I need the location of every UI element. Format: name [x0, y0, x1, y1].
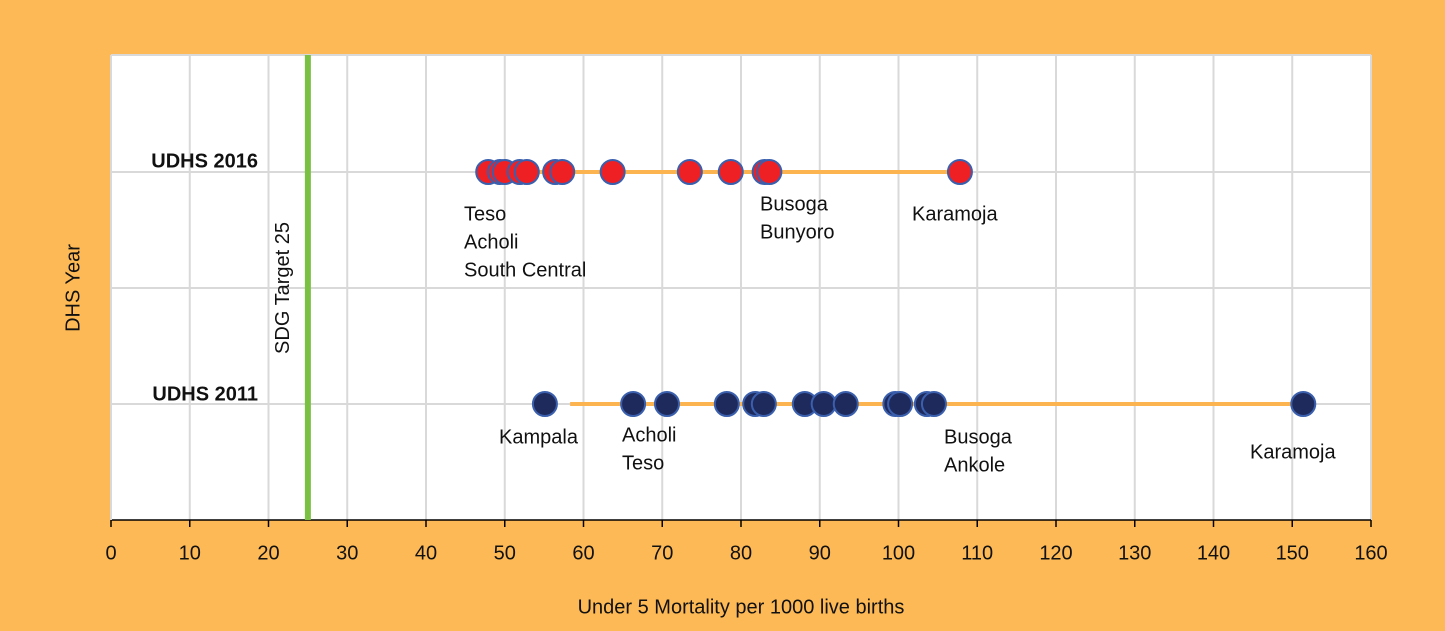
annotation: Acholi	[464, 231, 518, 253]
dot	[676, 159, 703, 185]
x-axis-title: Under 5 Mortality per 1000 live births	[578, 596, 905, 618]
annotation: Teso	[464, 203, 506, 225]
category-label: UDHS 2011	[152, 383, 258, 405]
x-tick-label: 60	[572, 542, 594, 564]
annotation: Ankole	[944, 454, 1005, 476]
dot	[887, 391, 914, 417]
dot	[513, 159, 540, 185]
dot	[920, 391, 947, 417]
dot	[756, 159, 783, 185]
x-tick-label: 130	[1118, 542, 1151, 564]
x-tick-label: 160	[1354, 542, 1387, 564]
x-tick-label: 50	[494, 542, 516, 564]
category-label: UDHS 2016	[151, 150, 258, 172]
x-tick-label: 90	[809, 542, 831, 564]
annotation: Busoga	[944, 426, 1013, 448]
x-tick-label: 140	[1197, 542, 1230, 564]
x-tick-label: 150	[1276, 542, 1309, 564]
annotation: Bunyoro	[760, 221, 835, 243]
annotation: Karamoja	[912, 203, 998, 225]
dot	[832, 391, 859, 417]
dot	[810, 391, 837, 417]
x-tick-label: 20	[257, 542, 279, 564]
dot	[717, 159, 744, 185]
x-tick-label: 10	[179, 542, 201, 564]
dot	[946, 159, 973, 185]
x-tick-label: 110	[961, 542, 993, 564]
x-tick-label: 80	[730, 542, 752, 564]
annotation: South Central	[464, 259, 586, 281]
x-tick-label: 70	[651, 542, 673, 564]
x-tick-label: 40	[415, 542, 437, 564]
x-tick-label: 30	[336, 542, 358, 564]
dot	[653, 391, 680, 417]
annotation: Busoga	[760, 193, 829, 215]
annotation: Kampala	[499, 426, 579, 448]
annotation: Teso	[622, 452, 664, 474]
dot	[750, 391, 777, 417]
annotation: Karamoja	[1250, 441, 1336, 463]
dot	[531, 391, 558, 417]
dot	[713, 391, 740, 417]
y-axis-title: DHS Year	[62, 244, 84, 332]
x-tick-label: 0	[105, 542, 116, 564]
dot	[599, 159, 626, 185]
dot	[1290, 391, 1317, 417]
target-label: SDG Target 25	[272, 222, 294, 354]
dot	[549, 159, 576, 185]
annotation: Acholi	[622, 424, 676, 446]
dot	[620, 391, 647, 417]
x-tick-label: 100	[882, 542, 915, 564]
x-tick-label: 120	[1039, 542, 1072, 564]
